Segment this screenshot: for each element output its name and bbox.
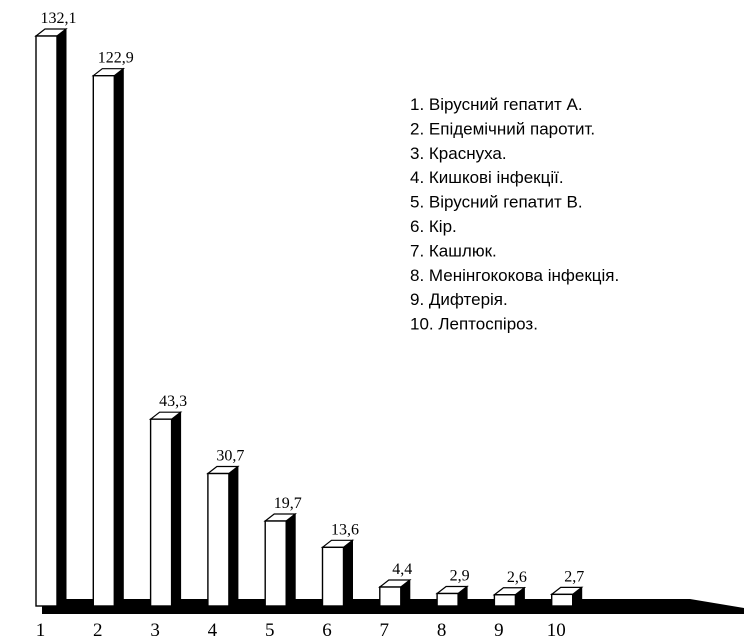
bar-side (171, 411, 182, 608)
bar (91, 67, 126, 608)
bar-front (264, 520, 287, 607)
data-label: 132,1 (41, 10, 77, 27)
legend-item: 6. Кір. (410, 217, 457, 236)
bar (263, 512, 297, 608)
x-tick-label: 6 (322, 620, 332, 641)
legend-item: 1. Вірусний гепатит А. (410, 95, 583, 114)
bars-group: 132,1 1 122,9 2 43,3 3 30,7 4 19,7 5 13,6 6 4,4 7 2,9 8… (34, 10, 584, 641)
x-tick-label: 2 (93, 620, 103, 641)
bar-front (92, 74, 116, 607)
bar-side (228, 465, 239, 608)
bar-front (35, 35, 58, 607)
x-tick-label: 1 (36, 620, 46, 641)
data-label: 122,9 (98, 50, 134, 67)
data-label: 4,4 (392, 561, 412, 578)
data-label: 13,6 (331, 521, 359, 538)
legend-item: 5. Вірусний гепатит В. (410, 193, 583, 212)
bar-front (436, 592, 459, 607)
bar-side (285, 512, 296, 608)
legend-item: 9. Дифтерія. (410, 290, 508, 309)
bar (492, 586, 527, 608)
data-label: 30,7 (216, 448, 244, 465)
bar-front (493, 594, 517, 607)
legend-item: 7. Кашлюк. (410, 241, 497, 260)
x-tick-label: 4 (208, 620, 218, 641)
bar-side (343, 539, 353, 608)
bar-front (321, 546, 345, 607)
bar-side (56, 27, 67, 608)
data-label: 2,7 (564, 568, 584, 585)
data-label: 2,9 (450, 567, 470, 584)
legend-item: 8. Менінгококова інфекція. (410, 266, 619, 285)
bar (34, 27, 68, 608)
legend-item: 10. Лептоспіроз. (410, 315, 538, 334)
legend: 1. Вірусний гепатит А. 2. Епідемічний пар… (410, 95, 619, 334)
bar (549, 586, 584, 608)
bar (206, 465, 240, 608)
bar-front (379, 586, 402, 607)
x-tick-label: 5 (265, 620, 275, 641)
legend-item: 3. Краснуха. (410, 144, 507, 163)
x-tick-label: 8 (437, 620, 447, 641)
bar-front (551, 593, 574, 607)
data-label: 43,3 (159, 393, 187, 410)
x-tick-label: 10 (547, 620, 566, 641)
x-tick-label: 7 (380, 620, 390, 641)
bar-front (207, 472, 230, 607)
bar (378, 578, 412, 608)
legend-item: 4. Кишкові інфекції. (410, 168, 564, 187)
legend-item: 2. Епідемічний паротит. (410, 119, 595, 138)
bar (435, 585, 469, 608)
bar-side (113, 67, 124, 608)
x-tick-label: 9 (494, 620, 504, 641)
bar (148, 411, 183, 608)
bar (320, 539, 355, 608)
data-label: 19,7 (274, 495, 302, 512)
x-tick-label: 3 (150, 620, 160, 641)
data-label: 2,6 (507, 569, 527, 586)
bar-front (149, 418, 173, 607)
